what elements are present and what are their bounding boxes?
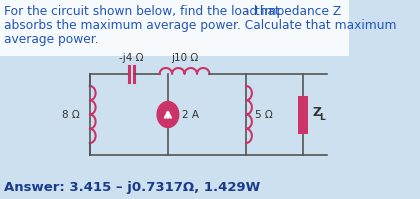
Text: For the circuit shown below, find the load impedance Z: For the circuit shown below, find the lo… — [4, 5, 341, 18]
Text: -j4 Ω: -j4 Ω — [119, 53, 144, 63]
Text: 2 A: 2 A — [182, 109, 199, 120]
Circle shape — [157, 101, 179, 128]
Text: absorbs the maximum average power. Calculate that maximum: absorbs the maximum average power. Calcu… — [4, 19, 396, 32]
Text: L: L — [319, 113, 325, 122]
Text: that: that — [251, 5, 280, 18]
Text: Z: Z — [312, 106, 322, 119]
Text: 8 Ω: 8 Ω — [62, 109, 80, 120]
Text: j10 Ω: j10 Ω — [171, 53, 198, 63]
Text: Answer: 3.415 – j0.7317Ω, 1.429W: Answer: 3.415 – j0.7317Ω, 1.429W — [4, 181, 260, 194]
Text: average power.: average power. — [4, 33, 99, 46]
Text: ₗ: ₗ — [245, 5, 247, 15]
FancyBboxPatch shape — [0, 0, 349, 56]
FancyBboxPatch shape — [299, 96, 308, 134]
Text: 5 Ω: 5 Ω — [255, 109, 273, 120]
